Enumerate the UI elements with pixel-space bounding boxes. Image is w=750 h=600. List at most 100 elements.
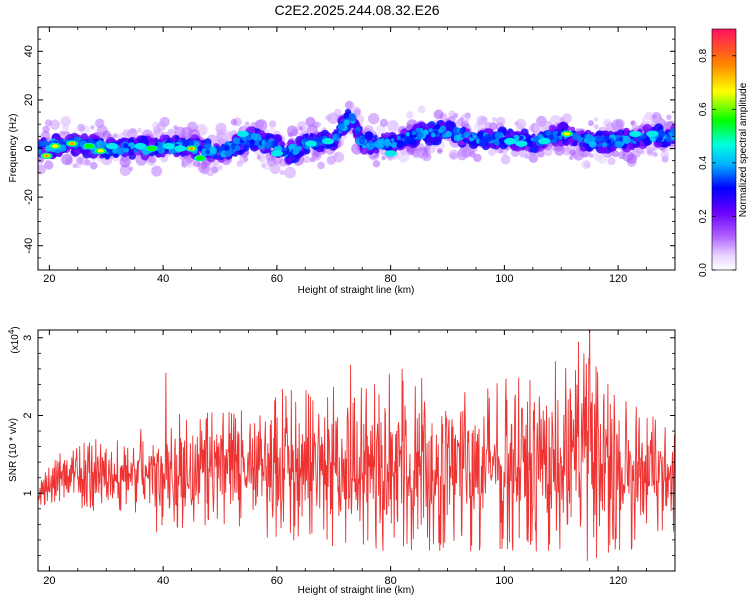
spectrogram-core-cell: [288, 144, 295, 151]
spectrogram-haze-cell: [284, 166, 296, 179]
spectrogram-core-cell: [383, 138, 391, 147]
spectrogram-haze-cell: [230, 118, 238, 126]
spectrogram-core-cell: [333, 135, 337, 139]
spectrogram-hotspot: [105, 142, 118, 150]
spectrogram-core-cell: [419, 128, 424, 132]
spectrogram-core-cell: [157, 146, 165, 154]
spectrogram-core-cell: [607, 142, 613, 148]
spectrogram-haze-cell: [397, 150, 410, 163]
spectrogram-hotspot: [66, 140, 79, 147]
spectrogram-core-cell: [601, 142, 608, 148]
spectrogram-haze-cell: [406, 123, 413, 130]
spectrogram-hotspot-ring: [134, 142, 147, 150]
spectrogram-core-cell: [464, 131, 470, 137]
spectrogram-haze-cell: [412, 150, 421, 159]
spectrogram-core-cell: [234, 145, 241, 151]
spectrogram-haze-cell: [583, 152, 588, 157]
spectrogram-core-cell: [417, 132, 424, 138]
spectrogram-x-label: Height of straight line (km): [298, 285, 415, 296]
spectrogram-core-cell: [396, 135, 401, 141]
spectrogram-haze-cell: [333, 151, 345, 163]
spectrogram-core-cell: [615, 140, 624, 149]
spectrogram-haze-cell: [538, 121, 546, 128]
spectrogram-core-cell: [337, 123, 345, 130]
y-tick-label: 0: [23, 145, 35, 151]
spectrogram-haze-cell: [456, 149, 468, 161]
spectrogram-core-cell: [38, 140, 44, 147]
spectrogram-haze-cell: [62, 124, 69, 132]
spectrogram-hotspot-ring: [629, 130, 642, 138]
spectrogram-haze-cell: [77, 123, 86, 132]
spectrogram-core-cell: [112, 148, 118, 154]
snr-x-label: Height of straight line (km): [298, 585, 415, 596]
spectrogram-hotspot: [162, 142, 175, 150]
y-tick-label: 1: [22, 490, 34, 496]
spectrogram-core-cell: [458, 128, 465, 135]
spectrogram-haze-cell: [38, 164, 46, 175]
spectrogram-core-cell: [193, 141, 200, 148]
spectrogram-hotspot: [504, 138, 517, 145]
spectrogram-core-cell: [415, 127, 421, 133]
spectrogram-core-cell: [633, 140, 637, 144]
spectrogram-cell: [174, 135, 179, 140]
spectrogram-hotspot: [145, 145, 158, 152]
spectrogram-core-cell: [405, 132, 410, 137]
spectrogram-hotspot-ring: [646, 130, 659, 138]
spectrogram-haze-cell: [269, 163, 281, 175]
spectrogram-haze-cell: [61, 154, 73, 166]
spectrogram-cell: [128, 137, 135, 144]
spectrogram-core-cell: [133, 149, 138, 153]
spectrogram-core-cell: [362, 144, 366, 149]
spectrogram-haze-cell: [498, 148, 504, 154]
spectrogram-cell: [531, 133, 536, 138]
spectrogram-cell: [149, 137, 156, 144]
x-tick-label: 40: [157, 575, 169, 587]
spectrogram-haze-cell: [151, 165, 163, 177]
spectrogram-core-cell: [491, 136, 496, 140]
spectrogram-haze-cell: [491, 117, 497, 122]
spectrogram-haze-cell: [236, 160, 243, 167]
colorbar-label: Normalized spectral amplitude: [738, 82, 749, 217]
spectrogram-core-cell: [376, 141, 384, 150]
spectrogram-haze-cell: [502, 151, 508, 157]
spectrogram-core-cell: [216, 148, 220, 152]
spectrogram-core-cell: [423, 129, 429, 136]
spectrogram-haze-cell: [254, 119, 265, 130]
snr-frame: [37, 329, 676, 572]
spectrogram-hotspot: [194, 155, 207, 162]
spectrogram-core-cell: [396, 141, 404, 148]
spectrogram-core-cell: [618, 136, 623, 141]
spectrogram-core-cell: [249, 139, 255, 145]
spectrogram-core-cell: [355, 130, 360, 135]
snr-scale-label: (x104): [7, 326, 21, 353]
spectrogram-cell: [564, 141, 570, 146]
spectrogram-cell: [572, 140, 578, 147]
spectrogram-cell: [344, 108, 352, 115]
spectrogram-core-cell: [558, 135, 563, 140]
spectrogram-core-cell: [116, 147, 125, 155]
spectrogram-haze-cell: [317, 161, 325, 170]
spectrogram-hotspot-ring: [51, 144, 59, 148]
spectrogram-cell: [128, 152, 136, 160]
spectrogram-core-cell: [519, 135, 524, 140]
colorbar-gradient: [711, 28, 737, 271]
spectrogram-hotspot-ring: [195, 155, 205, 161]
y-tick-label: -40: [23, 238, 35, 254]
spectrogram-core-cell: [59, 139, 64, 144]
spectrogram-haze-cell: [642, 114, 653, 126]
spectrogram-hotspot-ring: [44, 154, 49, 157]
spectrogram-core-cell: [431, 132, 436, 138]
spectrogram-core-cell: [484, 134, 492, 143]
spectrogram-core-cell: [348, 113, 357, 122]
spectrogram-haze-cell: [242, 156, 249, 162]
spectrogram-hotspot: [560, 130, 573, 138]
spectrogram-haze-cell: [500, 154, 511, 165]
spectrogram-haze-cell: [514, 121, 519, 126]
spectrogram-hotspot: [94, 147, 107, 155]
colorbar-tick-label: 0.8: [698, 48, 709, 62]
spectrogram-haze-cell: [193, 160, 201, 168]
spectrogram-haze-cell: [174, 126, 186, 138]
spectrogram-haze-cell: [617, 151, 626, 160]
spectrogram-hotspot-ring: [305, 140, 317, 147]
